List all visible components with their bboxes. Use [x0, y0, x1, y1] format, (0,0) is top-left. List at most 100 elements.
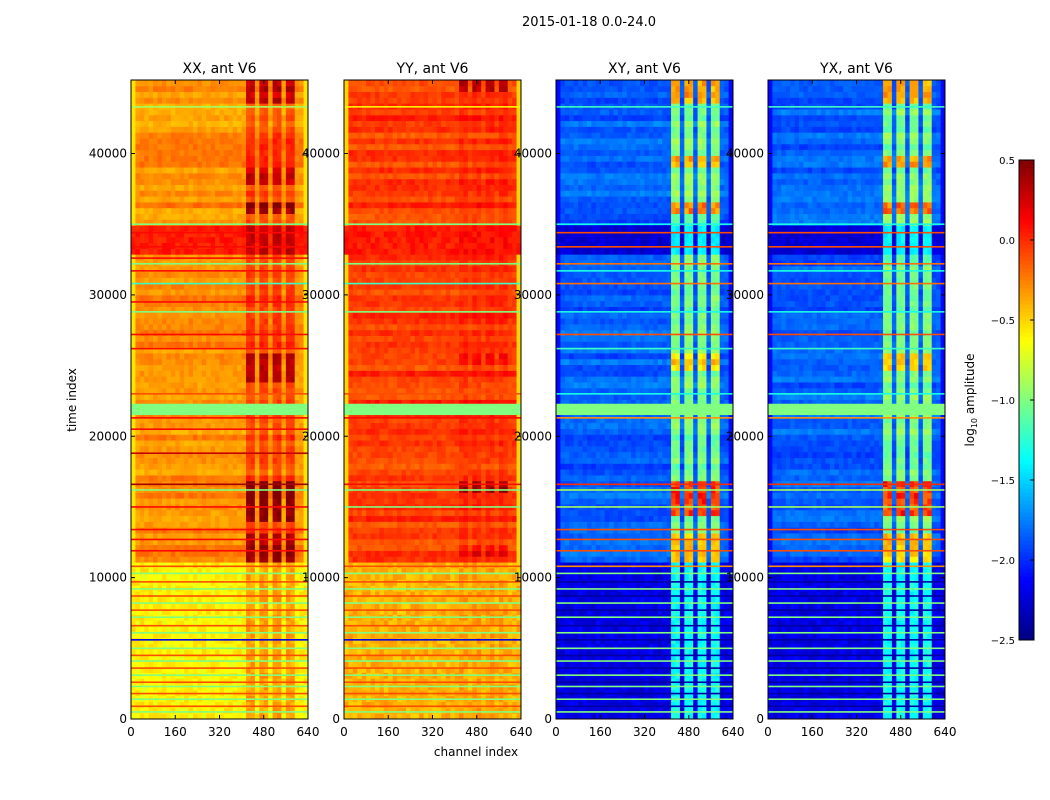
heatmap-cell [170, 457, 176, 464]
heatmap-cell [153, 242, 158, 249]
heatmap-cell [166, 196, 172, 203]
heatmap-cell [281, 265, 287, 273]
heatmap-cell [188, 620, 194, 627]
heatmap-cell [210, 213, 216, 220]
heatmap-cell [303, 277, 309, 284]
heatmap-cell [188, 80, 194, 87]
heatmap-cell [201, 515, 207, 522]
heatmap-cell [135, 242, 141, 249]
heatmap-cell [157, 666, 163, 673]
heatmap-cell [170, 376, 176, 383]
heatmap-cell [135, 660, 141, 668]
heatmap-cell [237, 399, 243, 406]
heatmap-cell [303, 347, 309, 354]
heatmap-cell [277, 155, 282, 162]
heatmap-cell [184, 80, 189, 87]
heatmap-cell [290, 382, 296, 389]
heatmap-cell [170, 294, 176, 302]
heatmap-line [131, 262, 308, 265]
heatmap-cell [166, 393, 172, 400]
heatmap-cell [139, 225, 145, 232]
heatmap-cell [219, 701, 225, 708]
heatmap-cell [303, 707, 309, 714]
heatmap-cell [254, 312, 260, 319]
heatmap-cell [175, 114, 181, 122]
heatmap-cell [131, 393, 136, 400]
heatmap-cell [370, 643, 376, 650]
heatmap-cell [228, 602, 234, 610]
heatmap-cell [201, 434, 207, 441]
heatmap-cell [197, 393, 203, 400]
heatmap-cell [254, 533, 260, 540]
heatmap-cell [188, 591, 194, 598]
heatmap-cell [228, 573, 234, 580]
heatmap-cell [139, 393, 145, 400]
heatmap-cell [254, 515, 260, 522]
heatmap-cell [148, 283, 154, 290]
heatmap-cell [241, 382, 247, 389]
x-tick-label: 0 [127, 725, 135, 739]
heatmap-cell [268, 649, 274, 656]
heatmap-cell [263, 172, 269, 180]
heatmap-cell [170, 579, 176, 586]
heatmap-cell [184, 469, 189, 476]
heatmap-cell [166, 666, 172, 673]
heatmap-cell [263, 428, 269, 435]
heatmap-cell [277, 248, 282, 255]
heatmap-cell [139, 300, 145, 307]
heatmap-cell [272, 573, 278, 580]
heatmap-cell [153, 341, 158, 348]
heatmap-cell [215, 434, 220, 441]
heatmap-cell [157, 655, 163, 662]
heatmap-cell [201, 312, 207, 319]
heatmap-cell [161, 597, 167, 604]
heatmap-cell [223, 341, 229, 348]
heatmap-cell [277, 399, 282, 406]
heatmap-cell [285, 440, 291, 447]
heatmap-cell [153, 283, 158, 290]
heatmap-cell [144, 143, 150, 151]
heatmap-cell [153, 463, 158, 470]
heatmap-cell [188, 544, 194, 551]
heatmap-cell [157, 265, 163, 273]
heatmap-cell [299, 660, 304, 668]
heatmap-cell [344, 713, 349, 720]
heatmap-cell [184, 231, 189, 238]
heatmap-cell [237, 242, 243, 249]
heatmap-cell [250, 643, 256, 650]
heatmap-cell [285, 271, 291, 278]
heatmap-cell [179, 318, 185, 325]
heatmap-cell [250, 521, 256, 528]
heatmap-cell [281, 434, 287, 441]
heatmap-cell [219, 347, 225, 354]
heatmap-cell [277, 556, 282, 563]
heatmap-cell [219, 248, 225, 255]
heatmap-cell [290, 416, 296, 424]
heatmap-cell [290, 248, 296, 255]
heatmap-cell [206, 114, 212, 122]
heatmap-cell [153, 353, 158, 360]
heatmap-cell [232, 242, 238, 249]
heatmap-cell [148, 422, 154, 429]
heatmap-cell [250, 172, 256, 180]
heatmap-cell [139, 213, 145, 220]
heatmap-cell [290, 231, 296, 238]
heatmap-cell [135, 573, 141, 580]
heatmap-cell [294, 492, 300, 499]
heatmap-cell [184, 440, 189, 447]
heatmap-cell [450, 655, 456, 662]
heatmap-cell [201, 289, 207, 296]
heatmap-cell [157, 562, 163, 569]
heatmap-cell [281, 463, 287, 470]
heatmap-cell [161, 370, 167, 377]
heatmap-cell [241, 312, 247, 319]
heatmap-cell [232, 445, 238, 453]
heatmap-cell [161, 643, 167, 650]
heatmap-cell [254, 335, 260, 342]
heatmap-cell [192, 556, 198, 563]
heatmap-cell [281, 289, 287, 296]
heatmap-cell [254, 114, 260, 122]
heatmap-line [131, 685, 308, 688]
heatmap-cell [223, 120, 229, 127]
heatmap-cell [268, 579, 274, 586]
